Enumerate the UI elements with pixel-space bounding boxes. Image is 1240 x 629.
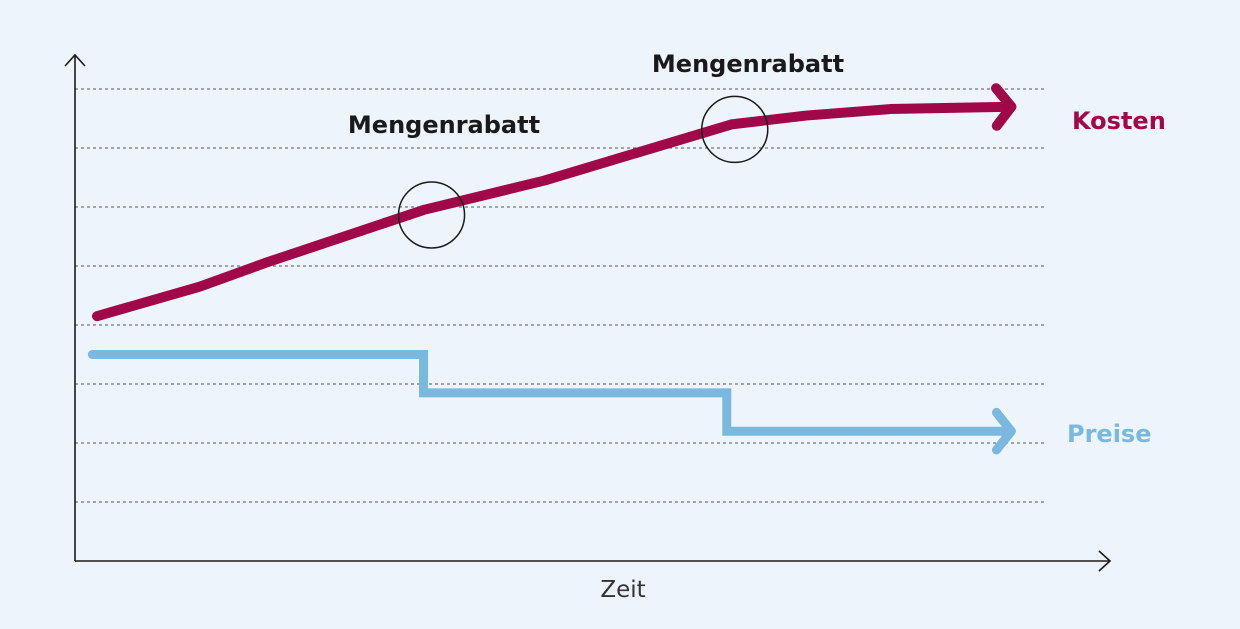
annotations	[397, 95, 769, 249]
series-label-kosten: Kosten	[1072, 107, 1166, 135]
x-axis-label: Zeit	[600, 577, 645, 603]
labels: Zeit Kosten Preise Mengenrabatt Mengenra…	[348, 50, 1166, 603]
series-arrowhead-preise	[991, 407, 1016, 455]
x-axis-arrowhead	[1098, 550, 1112, 572]
annotation-label-mengenrabatt-1: Mengenrabatt	[348, 111, 540, 139]
y-axis-arrowhead	[64, 53, 86, 67]
annotation-circle-1	[397, 181, 466, 249]
axes	[64, 53, 1112, 572]
annotation-label-mengenrabatt-2: Mengenrabatt	[652, 50, 844, 78]
series-line-preise	[87, 350, 1016, 436]
series-arrowhead-kosten	[991, 83, 1017, 131]
annotation-circle-2	[701, 95, 769, 164]
series-line-kosten	[92, 101, 1017, 322]
series-label-preise: Preise	[1067, 420, 1152, 448]
series-lines	[87, 83, 1017, 455]
